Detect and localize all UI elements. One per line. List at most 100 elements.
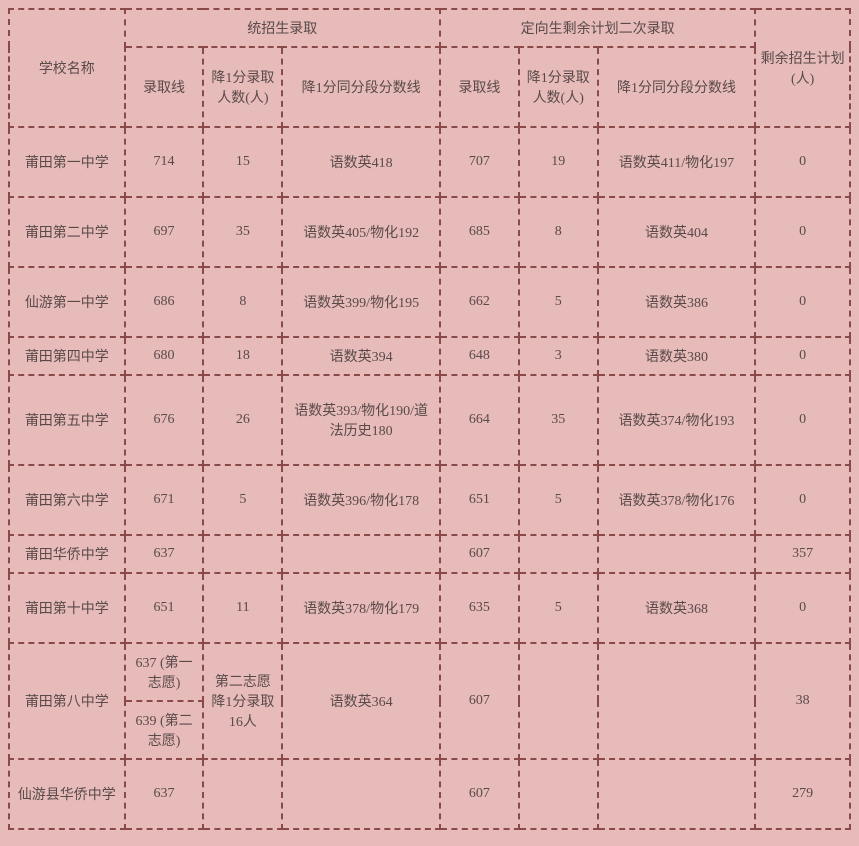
cell-g1-subj: 语数英394 [282,337,440,375]
cell-g1-subj: 语数英399/物化195 [282,267,440,337]
cell-g2-subj: 语数英368 [598,573,756,643]
cell-g2-subj: 语数英404 [598,197,756,267]
cell-g2-score: 662 [440,267,519,337]
cell-remain: 0 [755,197,850,267]
admission-table: 学校名称 统招生录取 定向生剩余计划二次录取 剩余招生计划(人) 录取线 降1分… [8,8,851,830]
cell-g1-subj: 语数英405/物化192 [282,197,440,267]
cell-g1-count: 8 [203,267,282,337]
cell-g1-subj: 语数英364 [282,643,440,759]
cell-g2-score: 607 [440,535,519,573]
header-g2-score: 录取线 [440,47,519,127]
cell-g1-score: 637 [125,535,204,573]
cell-g2-subj: 语数英380 [598,337,756,375]
cell-g1-count: 第二志愿降1分录取16人 [203,643,282,759]
cell-g1-count: 18 [203,337,282,375]
cell-school: 莆田第八中学 [9,643,125,759]
table-row: 莆田华侨中学 637 607 357 [9,535,850,573]
cell-g1-count: 11 [203,573,282,643]
cell-g1-count [203,535,282,573]
cell-remain: 0 [755,573,850,643]
cell-g2-count [519,643,598,759]
cell-g2-score: 651 [440,465,519,535]
cell-school: 莆田第一中学 [9,127,125,197]
header-remain: 剩余招生计划(人) [755,9,850,127]
cell-g2-count [519,535,598,573]
cell-g2-score: 664 [440,375,519,465]
cell-g2-subj: 语数英386 [598,267,756,337]
cell-g2-score: 635 [440,573,519,643]
cell-remain: 0 [755,375,850,465]
cell-g2-count: 5 [519,267,598,337]
cell-g2-score: 685 [440,197,519,267]
header-school: 学校名称 [9,9,125,127]
cell-g1-score: 637 [125,759,204,829]
table-row: 莆田第二中学 697 35 语数英405/物化192 685 8 语数英404 … [9,197,850,267]
table-row: 莆田第五中学 676 26 语数英393/物化190/道法历史180 664 3… [9,375,850,465]
cell-g2-subj [598,643,756,759]
cell-g2-count: 3 [519,337,598,375]
header-g2-subj: 降1分同分段分数线 [598,47,756,127]
table-row: 仙游第一中学 686 8 语数英399/物化195 662 5 语数英386 0 [9,267,850,337]
header-g1-count: 降1分录取人数(人) [203,47,282,127]
cell-g1-score-a: 637 (第一志愿) [125,643,204,701]
cell-g1-score: 686 [125,267,204,337]
cell-g1-count: 15 [203,127,282,197]
cell-g2-subj: 语数英374/物化193 [598,375,756,465]
cell-g2-score: 607 [440,759,519,829]
table-row: 莆田第六中学 671 5 语数英396/物化178 651 5 语数英378/物… [9,465,850,535]
cell-g1-subj: 语数英418 [282,127,440,197]
cell-g2-count [519,759,598,829]
header-group1: 统招生录取 [125,9,440,47]
cell-school: 莆田第四中学 [9,337,125,375]
table-row: 莆田第一中学 714 15 语数英418 707 19 语数英411/物化197… [9,127,850,197]
table-row: 莆田第十中学 651 11 语数英378/物化179 635 5 语数英368 … [9,573,850,643]
cell-g2-score: 648 [440,337,519,375]
table-body: 莆田第一中学 714 15 语数英418 707 19 语数英411/物化197… [9,127,850,829]
table-row: 莆田第四中学 680 18 语数英394 648 3 语数英380 0 [9,337,850,375]
cell-g2-count: 19 [519,127,598,197]
cell-g1-score: 671 [125,465,204,535]
table-row: 莆田第八中学 637 (第一志愿) 第二志愿降1分录取16人 语数英364 60… [9,643,850,701]
cell-remain: 0 [755,127,850,197]
cell-g1-count [203,759,282,829]
cell-school: 莆田第五中学 [9,375,125,465]
cell-g2-subj [598,535,756,573]
cell-school: 莆田第六中学 [9,465,125,535]
cell-g1-score-b: 639 (第二志愿) [125,701,204,759]
cell-g1-count: 26 [203,375,282,465]
cell-g1-count: 35 [203,197,282,267]
cell-school: 仙游县华侨中学 [9,759,125,829]
cell-g1-score: 676 [125,375,204,465]
cell-g2-score: 607 [440,643,519,759]
header-group2: 定向生剩余计划二次录取 [440,9,755,47]
cell-g1-subj [282,759,440,829]
header-g1-score: 录取线 [125,47,204,127]
cell-g1-score: 680 [125,337,204,375]
cell-g2-subj [598,759,756,829]
header-g2-count: 降1分录取人数(人) [519,47,598,127]
cell-g1-subj: 语数英396/物化178 [282,465,440,535]
cell-g2-count: 35 [519,375,598,465]
header-g1-subj: 降1分同分段分数线 [282,47,440,127]
cell-g2-score: 707 [440,127,519,197]
cell-g2-count: 5 [519,573,598,643]
cell-school: 仙游第一中学 [9,267,125,337]
cell-g1-subj [282,535,440,573]
cell-remain: 357 [755,535,850,573]
cell-g1-score: 714 [125,127,204,197]
cell-g1-score: 651 [125,573,204,643]
cell-g1-subj: 语数英393/物化190/道法历史180 [282,375,440,465]
table-row: 仙游县华侨中学 637 607 279 [9,759,850,829]
cell-g1-count: 5 [203,465,282,535]
cell-remain: 38 [755,643,850,759]
cell-g1-score: 697 [125,197,204,267]
cell-g2-count: 8 [519,197,598,267]
cell-remain: 0 [755,267,850,337]
cell-g2-subj: 语数英378/物化176 [598,465,756,535]
cell-remain: 279 [755,759,850,829]
table-header: 学校名称 统招生录取 定向生剩余计划二次录取 剩余招生计划(人) 录取线 降1分… [9,9,850,127]
cell-g2-subj: 语数英411/物化197 [598,127,756,197]
cell-g2-count: 5 [519,465,598,535]
cell-school: 莆田第十中学 [9,573,125,643]
cell-school: 莆田华侨中学 [9,535,125,573]
